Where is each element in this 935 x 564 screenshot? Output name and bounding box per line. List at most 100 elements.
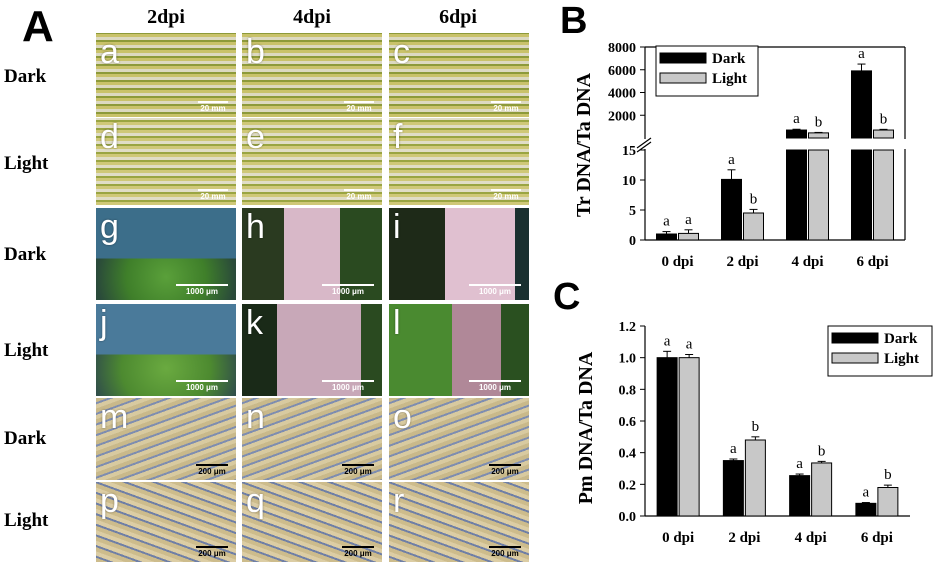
significance-letter: a <box>686 337 693 353</box>
bar-upper <box>808 132 829 139</box>
scale-bar: 1000 μm <box>322 380 374 392</box>
micrograph-p: p 200 μm <box>96 482 236 562</box>
bar <box>722 460 744 517</box>
bar <box>789 475 811 517</box>
significance-letter: a <box>728 152 735 168</box>
legend-label: Dark <box>884 331 918 347</box>
scale-bar-text: 1000 μm <box>478 383 512 392</box>
scale-bar-text: 200 μm <box>198 549 226 558</box>
micrograph-a: a 20 mm <box>96 33 236 117</box>
significance-letter: a <box>663 214 670 230</box>
scale-bar-text: 1000 μm <box>185 287 219 296</box>
significance-letter: a <box>858 46 865 62</box>
y-tick-label: 10 <box>622 174 636 189</box>
significance-letter: b <box>880 111 888 127</box>
row-header-light-1: Light <box>4 153 49 174</box>
scale-bar-line <box>469 380 521 382</box>
micrograph-d: d 20 mm <box>96 118 236 205</box>
scale-bar: 200 μm <box>196 464 228 476</box>
bar <box>877 487 899 517</box>
x-tick-label: 0 dpi <box>662 530 694 546</box>
bar-upper <box>873 129 894 139</box>
bar <box>744 439 766 517</box>
bar <box>811 462 833 517</box>
significance-letter: b <box>752 419 760 435</box>
scale-bar: 200 μm <box>489 464 521 476</box>
scale-bar: 20 mm <box>198 189 228 201</box>
micrograph-label: q <box>246 482 265 520</box>
panel-a-letter: A <box>22 2 54 51</box>
scale-bar: 20 mm <box>198 101 228 113</box>
micrograph-g: g 1000 μm <box>96 208 236 300</box>
micrograph-label: i <box>393 208 401 246</box>
significance-letter: a <box>793 111 800 127</box>
row-header-dark-2: Dark <box>4 244 47 265</box>
row-header-dark-1: Dark <box>4 66 47 87</box>
micrograph-n: n 200 μm <box>242 398 382 480</box>
scale-bar: 200 μm <box>196 546 228 558</box>
panel-b-letter: B <box>560 0 588 42</box>
y-tick-label: 4000 <box>608 87 636 102</box>
y-tick-label: 15 <box>622 144 636 159</box>
y-tick-label: 0.0 <box>619 510 637 525</box>
x-tick-label: 2 dpi <box>728 530 760 546</box>
y-tick-label: 1.2 <box>619 320 637 335</box>
scale-bar-line <box>342 546 374 548</box>
scale-bar: 200 μm <box>489 546 521 558</box>
scale-bar-line <box>342 464 374 466</box>
row-header-light-2: Light <box>4 340 49 361</box>
bar-upper <box>851 70 872 139</box>
significance-letter: a <box>664 333 671 349</box>
scale-bar-line <box>489 546 521 548</box>
col-header-4dpi: 4dpi <box>293 6 331 28</box>
scale-bar: 1000 μm <box>176 380 228 392</box>
scale-bar-line <box>489 464 521 466</box>
y-axis-label: Pm DNA/Ta DNA <box>575 351 597 504</box>
micrograph-label: g <box>100 208 119 246</box>
scale-bar: 1000 μm <box>322 284 374 296</box>
scale-bar-line <box>469 284 521 286</box>
y-axis-label: Tr DNA/Ta DNA <box>573 72 595 217</box>
bar <box>808 149 829 241</box>
scale-bar-text: 200 μm <box>344 467 372 476</box>
scale-bar: 1000 μm <box>469 380 521 392</box>
micrograph-label: m <box>100 398 129 436</box>
micrograph-e: e 20 mm <box>242 118 382 205</box>
micrograph-label: r <box>393 482 405 520</box>
scale-bar: 20 mm <box>344 101 374 113</box>
legend-swatch <box>831 332 879 344</box>
scale-bar-text: 200 μm <box>491 467 519 476</box>
y-tick-label: 0.6 <box>619 415 637 430</box>
scale-bar: 200 μm <box>342 546 374 558</box>
micrograph-l: l 1000 μm <box>389 304 529 396</box>
bar <box>786 149 807 241</box>
scale-bar-text: 1000 μm <box>331 383 365 392</box>
significance-letter: b <box>750 191 758 207</box>
legend-label: Light <box>884 351 919 367</box>
x-tick-label: 4 dpi <box>791 254 823 270</box>
micrograph-label: e <box>246 118 265 156</box>
scale-bar-text: 200 μm <box>491 549 519 558</box>
micrograph-h: h 1000 μm <box>242 208 382 300</box>
significance-letter: a <box>863 485 870 501</box>
row-header-dark-3: Dark <box>4 428 47 449</box>
micrograph-label: n <box>246 398 265 436</box>
scale-bar: 20 mm <box>491 101 521 113</box>
micrograph-k: k 1000 μm <box>242 304 382 396</box>
significance-letter: b <box>815 114 823 130</box>
axis-break-mark <box>636 141 652 153</box>
legend-swatch <box>659 72 707 84</box>
scale-bar-text: 20 mm <box>346 104 372 113</box>
bar <box>656 233 677 241</box>
scale-bar-text: 20 mm <box>200 104 226 113</box>
scale-bar-text: 20 mm <box>493 192 519 201</box>
legend-label: Dark <box>712 51 746 67</box>
scale-bar-text: 1000 μm <box>331 287 365 296</box>
micrograph-label: k <box>246 304 263 342</box>
y-tick-label: 0.4 <box>619 447 637 462</box>
micrograph-f: f 20 mm <box>389 118 529 205</box>
scale-bar-line <box>491 189 521 191</box>
row-header-light-3: Light <box>4 510 49 531</box>
col-header-2dpi: 2dpi <box>147 6 185 28</box>
scale-bar-line <box>491 101 521 103</box>
